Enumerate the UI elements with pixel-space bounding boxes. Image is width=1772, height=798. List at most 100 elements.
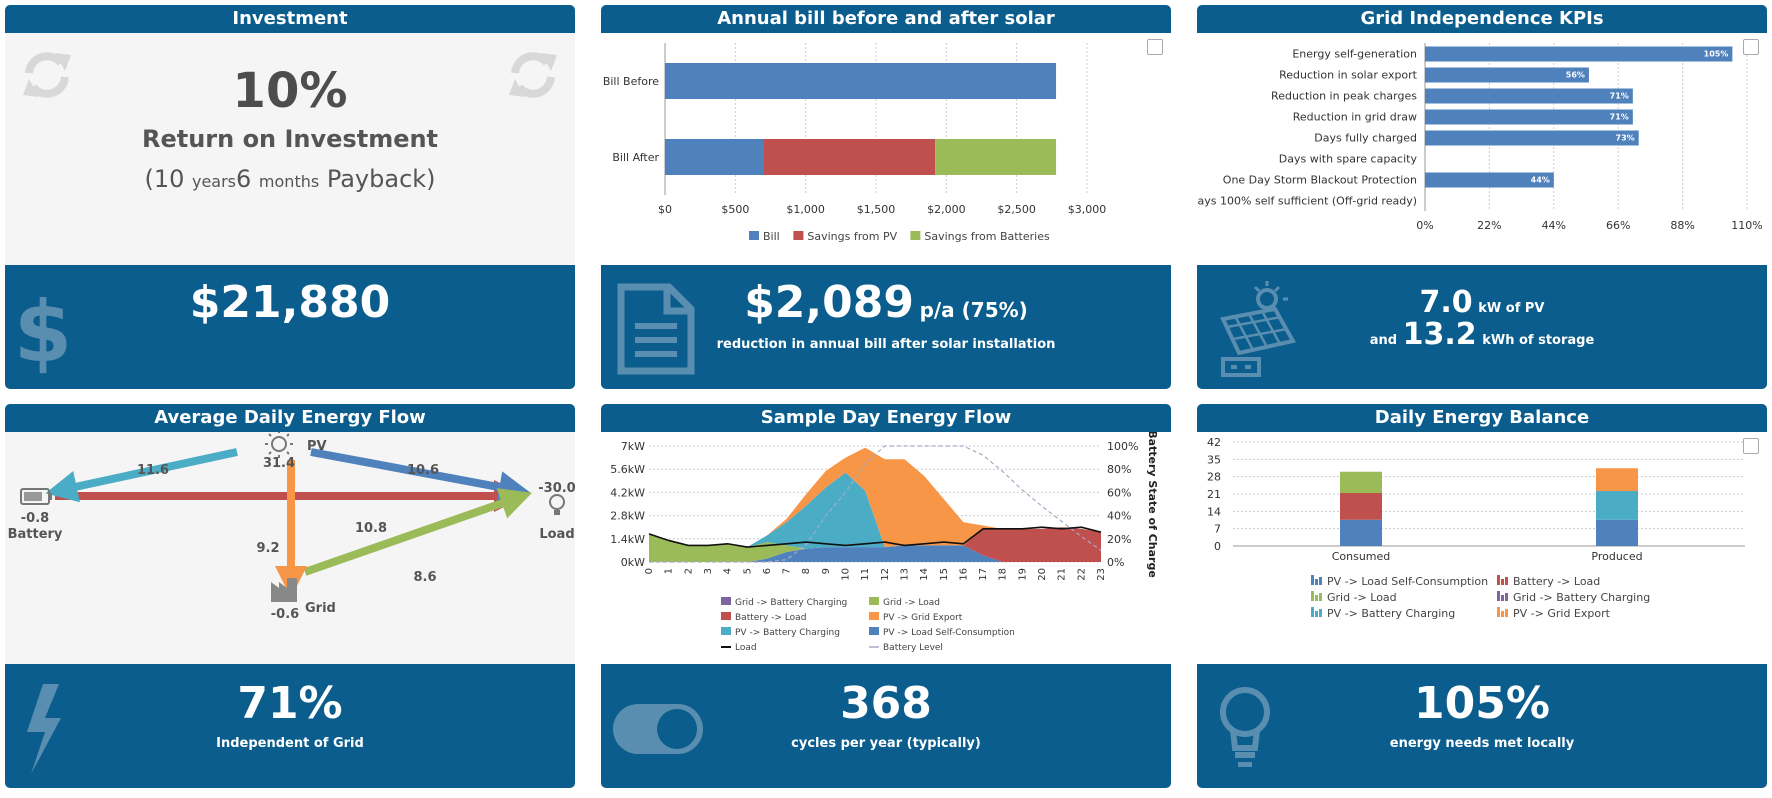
refresh-icon: [509, 52, 557, 98]
export-icon[interactable]: [1147, 39, 1163, 55]
x-tick-label: 22%: [1477, 219, 1501, 232]
y2-tick-label: 80%: [1107, 463, 1131, 476]
bar-segment: [1340, 471, 1382, 494]
kpi-chart-area: 0% 22% 44% 66% 88% 110% Energy self-generation…: [1197, 33, 1767, 265]
pv-label: PV: [307, 439, 327, 454]
data-label: 44%: [1531, 176, 1550, 185]
battery-level-line: [649, 445, 1102, 563]
y-tick-label: Days 100% self sufficient (Off-grid read…: [1197, 195, 1417, 208]
legend-swatch: [869, 597, 879, 605]
legend-swatch: [1505, 593, 1508, 601]
legend-swatch: [793, 231, 804, 240]
x-tick-label: 13: [899, 568, 910, 581]
legend-label: Grid -> Load: [1327, 591, 1397, 604]
refresh-icon: [23, 52, 71, 98]
legend-label: Battery -> Load: [1513, 575, 1600, 588]
balance-card: Daily Energy Balance 0 7 14 21 28 35 42 Consume…: [1197, 404, 1767, 788]
y2-tick-label: 100%: [1107, 440, 1138, 453]
x-tick-label: 44%: [1542, 219, 1566, 232]
x-tick-label: 17: [978, 568, 989, 581]
pv-value: 31.4: [263, 456, 295, 471]
bar-segment: [1340, 493, 1382, 520]
solar-panel-icon: [1220, 281, 1297, 377]
bill-saving-suffix: p/a (75%): [919, 298, 1028, 322]
storage-capacity: and 13.2 kWh of storage: [1197, 317, 1767, 352]
svg-text:$: $: [14, 283, 72, 379]
balance-chart: 0 7 14 21 28 35 42 Consumed Produced PV -> Load S…: [1207, 436, 1745, 620]
y-tick-label: Days with spare capacity: [1279, 153, 1418, 166]
legend-swatch: [1315, 611, 1318, 617]
flow-pv-load: [310, 448, 531, 503]
legend-label: PV -> Load Self-Consumption: [883, 628, 1015, 638]
balance-chart-area: 0 7 14 21 28 35 42 Consumed Produced PV -> Load S…: [1197, 432, 1767, 664]
legend-label: PV -> Load Self-Consumption: [1327, 575, 1488, 588]
pv-unit: kW of PV: [1478, 301, 1545, 316]
legend-swatch: [1501, 579, 1504, 585]
bill-saving-value: $2,089: [744, 277, 914, 328]
flow-card: Average Daily Energy Flow: [5, 404, 575, 788]
bar-segment: [1596, 468, 1638, 492]
x-tick-label: $2,000: [927, 203, 966, 216]
legend-label: PV -> Battery Charging: [1327, 607, 1455, 620]
payback-text: (10 years6 months Payback): [144, 165, 436, 193]
flow-footer: 71% Independent of Grid: [5, 664, 575, 788]
roi-value: 10%: [232, 63, 348, 119]
sample-footer: 368 cycles per year (typically): [601, 664, 1171, 788]
kpi-bar: [1425, 46, 1733, 62]
legend-swatch: [1311, 591, 1314, 601]
y-tick-label: 5.6kW: [610, 463, 645, 476]
y-tick-label: 7: [1214, 523, 1221, 536]
met-value: 105%: [1414, 678, 1550, 729]
x-tick-label: $1,000: [786, 203, 825, 216]
legend-swatch: [721, 612, 731, 620]
legend-swatch: [1497, 591, 1500, 601]
bar-segment: [1340, 519, 1382, 546]
kpi-bar: [1425, 67, 1589, 83]
bar-segment: [665, 63, 1057, 99]
sun-icon: [265, 432, 293, 458]
battery-label: Battery: [8, 527, 63, 542]
pv-capacity: 7.0 kW of PV: [1197, 285, 1767, 320]
balance-footer: 105% energy needs met locally: [1197, 664, 1767, 788]
x-tick-label: $500: [721, 203, 749, 216]
bill-footer: $2,089 p/a (75%) reduction in annual bil…: [601, 265, 1171, 389]
x-tick-label: 15: [939, 568, 950, 581]
data-label: 105%: [1704, 50, 1729, 59]
roi-label: Return on Investment: [141, 125, 439, 153]
kpi-bar: [1425, 130, 1639, 146]
legend-swatch: [1505, 577, 1508, 585]
x-tick-label: 16: [958, 568, 969, 581]
legend-label: Battery -> Load: [735, 613, 806, 623]
export-icon[interactable]: [1743, 438, 1759, 454]
legend-swatch: [1497, 575, 1500, 585]
y-tick-label: 0kW: [621, 556, 645, 569]
data-label: 56%: [1566, 71, 1585, 80]
pv-value: 7.0: [1419, 285, 1473, 320]
legend-swatch: [749, 231, 759, 240]
x-tick-label: 20: [1037, 568, 1048, 581]
investment-footer: $ $21,880: [5, 265, 575, 389]
kpi-chart: 0% 22% 44% 66% 88% 110% Energy self-generation…: [1197, 43, 1763, 232]
x-tick-label: 10: [841, 568, 852, 581]
y-tick-label: Reduction in peak charges: [1271, 90, 1417, 103]
x-tick-label: 9: [821, 568, 832, 574]
y-tick-label: 2.8kW: [610, 510, 645, 523]
legend-label: PV -> Grid Export: [1513, 607, 1611, 620]
x-tick-label: 7: [782, 568, 793, 574]
flow-pv-load-value: 10.6: [407, 463, 439, 478]
legend-swatch: [1319, 577, 1322, 585]
data-label: 73%: [1616, 134, 1635, 143]
cycles-value: 368: [840, 678, 932, 729]
x-tick-label: 110%: [1731, 219, 1762, 232]
data-label: 71%: [1610, 113, 1629, 122]
lightbulb-icon: [549, 494, 565, 515]
x-tick-label: 5: [742, 568, 753, 574]
bill-card: Annual bill before and after solar $0 $50…: [601, 5, 1171, 389]
y-tick-label: Bill Before: [603, 75, 659, 88]
export-icon[interactable]: [1743, 39, 1759, 55]
sample-card: Sample Day Energy Flow 0kW 1.4kW 2.8kW 4.2k…: [601, 404, 1171, 788]
y-tick-label: Days fully charged: [1314, 132, 1417, 145]
x-tick-label: 18: [998, 568, 1009, 581]
legend-label: Battery Level: [883, 643, 943, 653]
x-tick-label: 0: [644, 568, 655, 574]
